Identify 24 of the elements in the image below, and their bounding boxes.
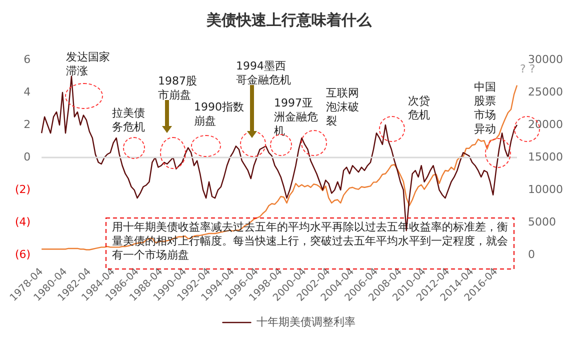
annotation: 拉美债务危机 bbox=[112, 106, 145, 134]
annotation: 次贷危机 bbox=[408, 94, 430, 122]
annotation: 1994墨西哥金融危机 bbox=[236, 59, 291, 86]
y2-tick-label: 5000 bbox=[528, 215, 556, 228]
y-tick-label: 2 bbox=[24, 118, 31, 131]
y-tick-label: (2) bbox=[14, 182, 31, 196]
annotation: 发达国家滞涨 bbox=[66, 50, 110, 78]
y2-tick-label: 10000 bbox=[528, 182, 564, 196]
y-tick-label: (4) bbox=[14, 215, 31, 228]
y2-tick-label: 15000 bbox=[528, 150, 564, 164]
annotation: 1997亚洲金融危机 bbox=[274, 96, 318, 138]
legend-label: 十年期美债调整利率 bbox=[256, 315, 356, 328]
annotation: 1987股市崩盘 bbox=[158, 74, 197, 102]
y-tick-label: 6 bbox=[24, 52, 31, 66]
y-tick-label: (6) bbox=[14, 248, 31, 261]
chart-title: 美债快速上行意味着什么 bbox=[206, 10, 372, 29]
y-tick-label: 0 bbox=[24, 150, 31, 164]
annotation: 1990指数崩盘 bbox=[194, 100, 244, 128]
annotation: 中国股票市场异动 bbox=[474, 80, 496, 136]
y2-tick-label: 0 bbox=[528, 248, 536, 261]
annotation: 互联网泡沫破裂 bbox=[326, 86, 359, 128]
y-tick-label: 4 bbox=[24, 85, 31, 98]
y2-tick-label: 20000 bbox=[528, 118, 564, 131]
y2-tick-label: 25000 bbox=[528, 85, 564, 98]
